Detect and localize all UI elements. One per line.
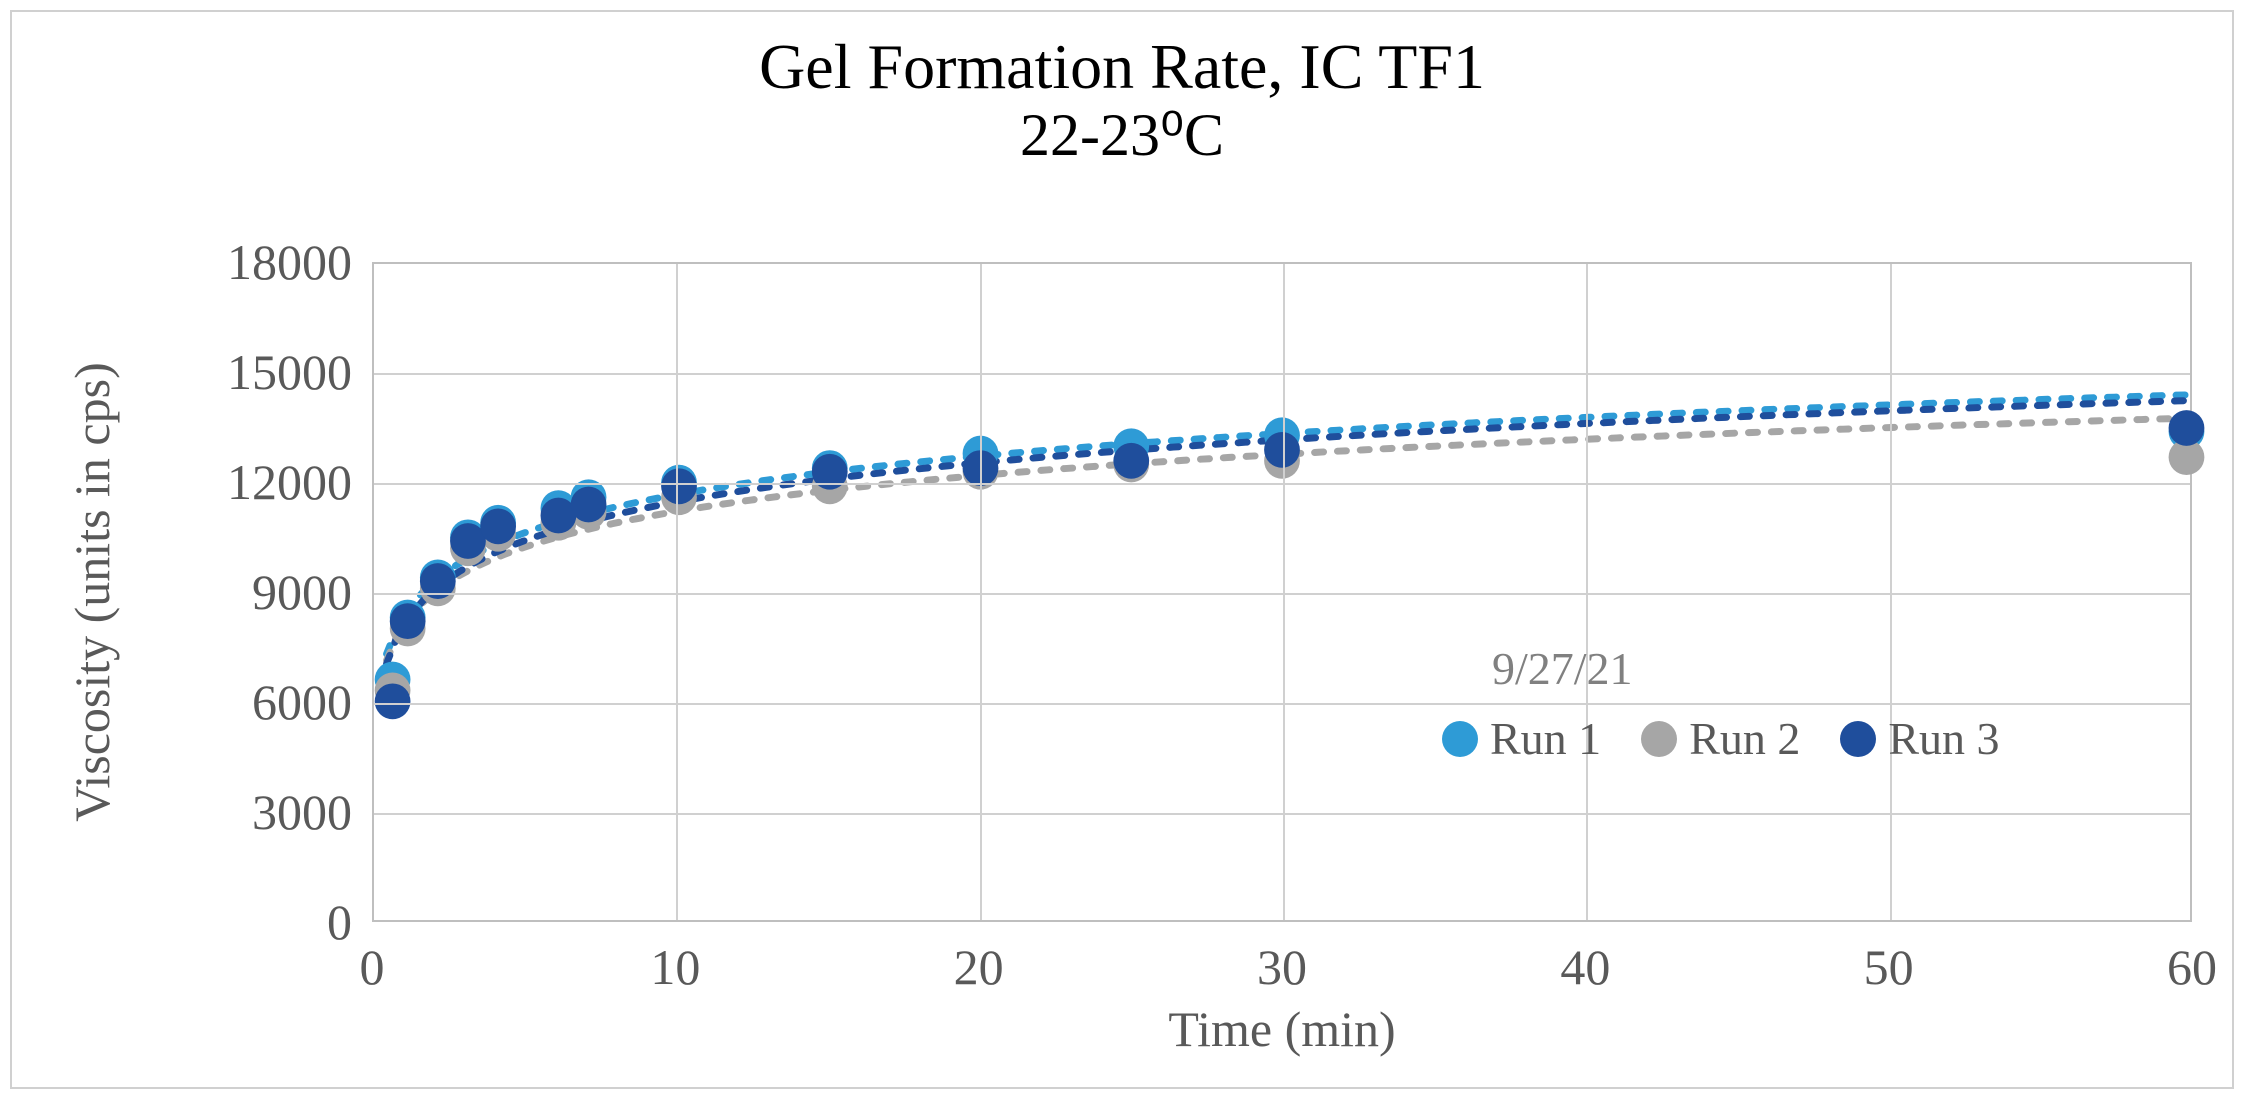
x-tick-label: 50 xyxy=(1864,938,1914,996)
data-point xyxy=(661,468,697,504)
y-tick-label: 15000 xyxy=(192,343,352,401)
data-point xyxy=(480,509,516,545)
y-tick-label: 9000 xyxy=(192,563,352,621)
data-point xyxy=(375,683,411,719)
gridline-v xyxy=(980,264,982,920)
plot-area xyxy=(372,262,2192,922)
legend-label: Run 1 xyxy=(1490,712,1601,765)
x-axis-label: Time (min) xyxy=(1168,1000,1395,1058)
x-tick-label: 60 xyxy=(2167,938,2217,996)
data-point xyxy=(571,487,607,523)
x-tick-label: 10 xyxy=(650,938,700,996)
chart-title: Gel Formation Rate, IC TF1 22-23⁰C xyxy=(12,32,2232,168)
data-point xyxy=(1264,432,1300,468)
date-annotation: 9/27/21 xyxy=(1492,642,1633,695)
gridline-h xyxy=(374,813,2190,815)
legend-marker-icon xyxy=(1442,721,1478,757)
legend-item: Run 1 xyxy=(1442,712,1601,765)
chart-title-line1: Gel Formation Rate, IC TF1 xyxy=(12,32,2232,102)
data-point xyxy=(2169,410,2205,446)
y-tick-label: 6000 xyxy=(192,673,352,731)
y-tick-label: 18000 xyxy=(192,233,352,291)
chart-title-line2: 22-23⁰C xyxy=(12,102,2232,168)
data-point xyxy=(390,603,426,639)
legend: Run 1 Run 2 Run 3 xyxy=(1442,712,2000,765)
legend-label: Run 3 xyxy=(1888,712,1999,765)
gridline-h xyxy=(374,483,2190,485)
plot-svg xyxy=(374,264,2190,920)
legend-label: Run 2 xyxy=(1689,712,1800,765)
gridline-v xyxy=(1586,264,1588,920)
y-tick-label: 3000 xyxy=(192,783,352,841)
legend-marker-icon xyxy=(1641,721,1677,757)
x-tick-label: 40 xyxy=(1560,938,1610,996)
legend-item: Run 3 xyxy=(1840,712,1999,765)
chart-frame: Gel Formation Rate, IC TF1 22-23⁰C 0 3000… xyxy=(10,10,2234,1089)
gridline-h xyxy=(374,593,2190,595)
gridline-v xyxy=(676,264,678,920)
legend-item: Run 2 xyxy=(1641,712,1800,765)
legend-marker-icon xyxy=(1840,721,1876,757)
gridline-v xyxy=(1283,264,1285,920)
gridline-v xyxy=(1890,264,1892,920)
y-tick-label: 12000 xyxy=(192,453,352,511)
x-tick-label: 20 xyxy=(954,938,1004,996)
y-tick-label: 0 xyxy=(192,893,352,951)
gridline-h xyxy=(374,373,2190,375)
gridline-h xyxy=(374,703,2190,705)
x-tick-label: 30 xyxy=(1257,938,1307,996)
x-tick-label: 0 xyxy=(360,938,385,996)
y-axis-label: Viscosity (units in cps) xyxy=(63,362,121,821)
data-point xyxy=(1113,443,1149,479)
